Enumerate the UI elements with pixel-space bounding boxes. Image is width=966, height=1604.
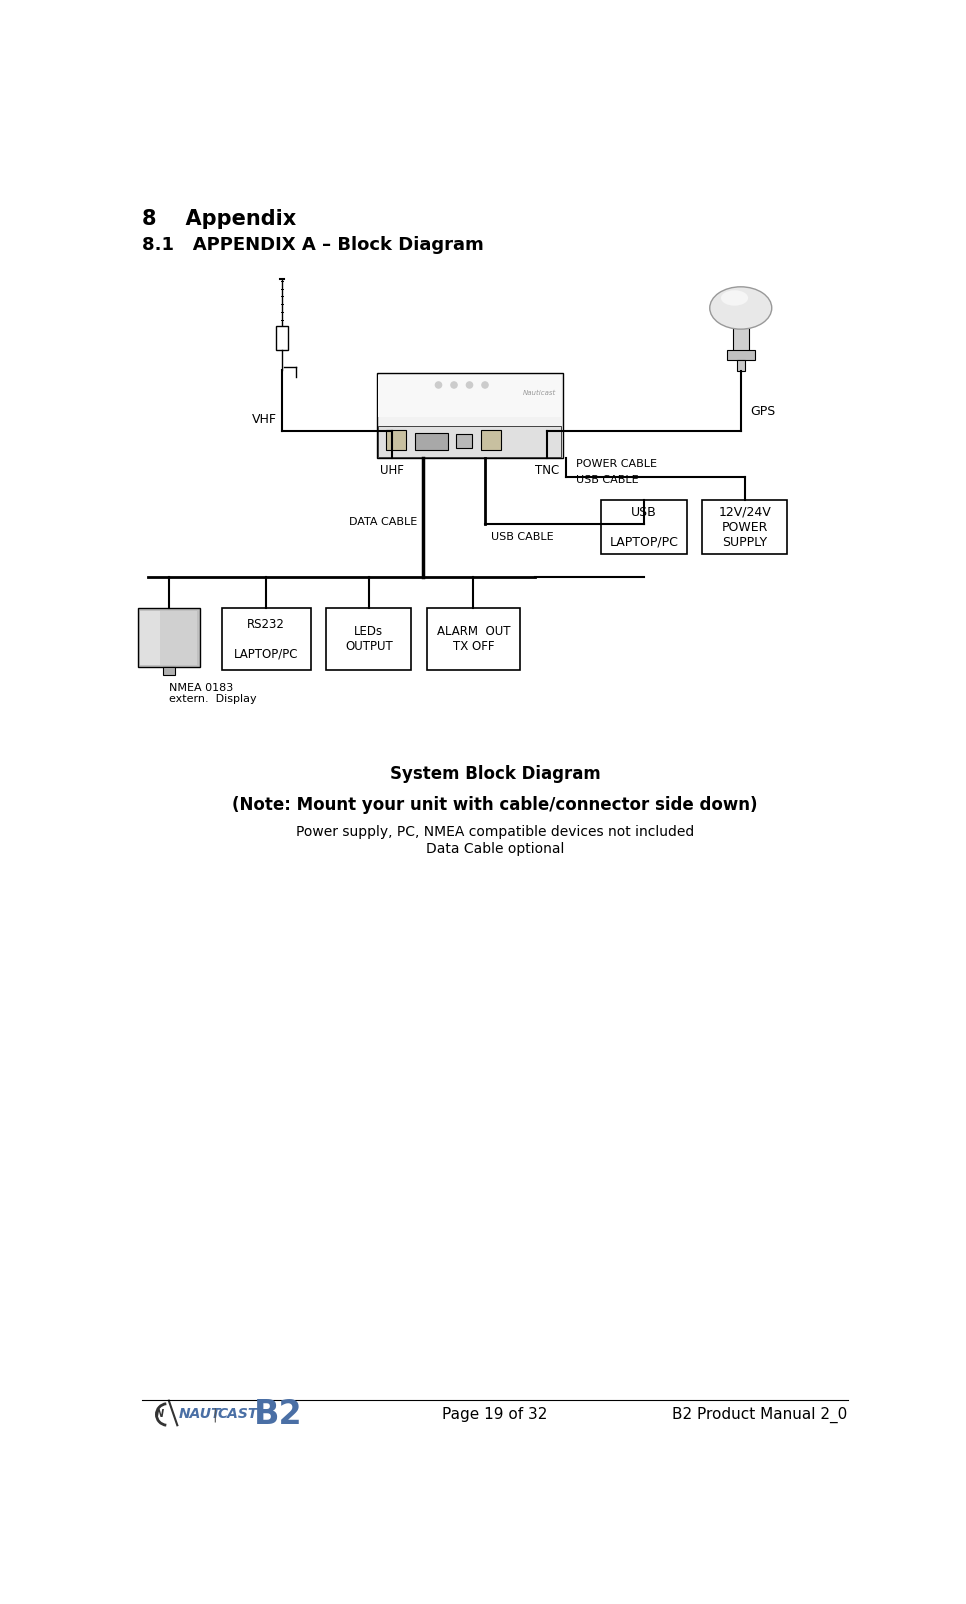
Bar bbox=[275, 327, 288, 350]
Text: LEDs
OUTPUT: LEDs OUTPUT bbox=[345, 626, 392, 653]
Text: CAST: CAST bbox=[217, 1407, 258, 1421]
Text: extern.  Display: extern. Display bbox=[169, 695, 256, 704]
Text: UHF: UHF bbox=[380, 464, 404, 476]
Bar bbox=[378, 425, 561, 457]
Circle shape bbox=[436, 382, 441, 388]
Bar bbox=[377, 374, 562, 459]
Text: RS232

LAPTOP/PC: RS232 LAPTOP/PC bbox=[234, 618, 298, 661]
Bar bbox=[327, 608, 412, 670]
Ellipse shape bbox=[721, 290, 748, 306]
Text: NAUT: NAUT bbox=[179, 1407, 221, 1421]
Text: USB CABLE: USB CABLE bbox=[491, 533, 554, 542]
Text: N: N bbox=[156, 1410, 163, 1420]
Text: Nauticast: Nauticast bbox=[523, 390, 556, 396]
Circle shape bbox=[467, 382, 472, 388]
Bar bbox=[385, 430, 406, 451]
Bar bbox=[140, 611, 197, 666]
Text: NMEA 0183: NMEA 0183 bbox=[169, 683, 233, 693]
Text: DATA CABLE: DATA CABLE bbox=[349, 516, 416, 528]
Text: Data Cable optional: Data Cable optional bbox=[426, 842, 564, 855]
Circle shape bbox=[451, 382, 457, 388]
Bar bbox=[162, 667, 175, 675]
Text: B2: B2 bbox=[254, 1399, 302, 1431]
Bar bbox=[737, 359, 745, 371]
Bar bbox=[601, 500, 687, 555]
Text: Page 19 of 32: Page 19 of 32 bbox=[442, 1407, 548, 1423]
Bar bbox=[221, 608, 311, 670]
Text: |: | bbox=[213, 1407, 216, 1421]
Text: POWER CABLE: POWER CABLE bbox=[577, 459, 658, 470]
Text: ALARM  OUT
TX OFF: ALARM OUT TX OFF bbox=[437, 626, 510, 653]
Bar bbox=[378, 375, 561, 417]
Bar bbox=[726, 350, 754, 359]
Text: USB CABLE: USB CABLE bbox=[577, 475, 639, 484]
Text: 8.1   APPENDIX A – Block Diagram: 8.1 APPENDIX A – Block Diagram bbox=[142, 236, 484, 255]
Bar bbox=[456, 435, 471, 448]
Bar bbox=[702, 500, 787, 555]
Text: (Note: Mount your unit with cable/connector side down): (Note: Mount your unit with cable/connec… bbox=[233, 796, 757, 813]
Bar bbox=[427, 608, 520, 670]
Bar bbox=[733, 326, 749, 354]
Text: B2 Product Manual 2_0: B2 Product Manual 2_0 bbox=[672, 1407, 848, 1423]
Circle shape bbox=[482, 382, 488, 388]
Bar bbox=[138, 608, 200, 667]
Text: GPS: GPS bbox=[750, 406, 775, 419]
Text: 12V/24V
POWER
SUPPLY: 12V/24V POWER SUPPLY bbox=[719, 505, 771, 549]
Bar bbox=[140, 611, 160, 666]
Text: 8    Appendix: 8 Appendix bbox=[142, 210, 297, 229]
Bar bbox=[415, 433, 448, 449]
Ellipse shape bbox=[710, 287, 772, 329]
Text: Power supply, PC, NMEA compatible devices not included: Power supply, PC, NMEA compatible device… bbox=[296, 824, 695, 839]
Text: TNC: TNC bbox=[535, 464, 559, 476]
Text: VHF: VHF bbox=[252, 414, 277, 427]
Bar bbox=[481, 430, 501, 451]
Text: USB

LAPTOP/PC: USB LAPTOP/PC bbox=[610, 505, 678, 549]
Text: System Block Diagram: System Block Diagram bbox=[389, 765, 601, 783]
